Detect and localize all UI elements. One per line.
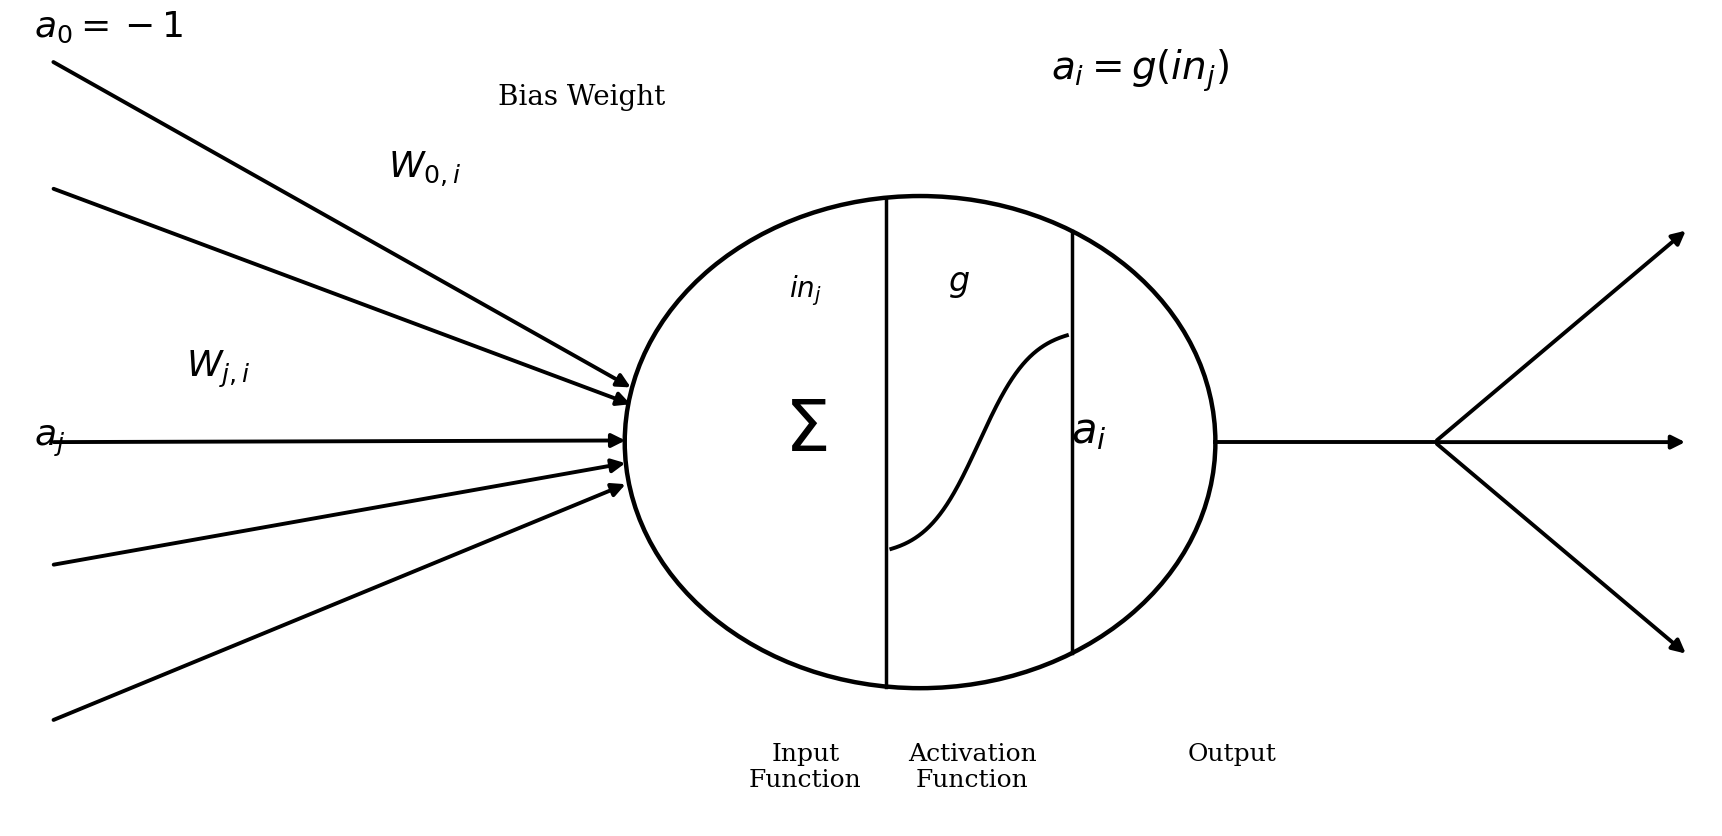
Text: Output: Output [1188, 742, 1276, 765]
Text: $W_{0,i}$: $W_{0,i}$ [389, 150, 461, 189]
Text: $g$: $g$ [947, 268, 969, 299]
Text: $a_0 = -1$: $a_0 = -1$ [34, 10, 184, 45]
Text: $a_i$: $a_i$ [1071, 410, 1107, 451]
Text: $\Sigma$: $\Sigma$ [784, 395, 827, 466]
Text: Bias Weight: Bias Weight [498, 84, 665, 111]
Text: $a_j$: $a_j$ [34, 423, 65, 458]
Text: $in_j$: $in_j$ [789, 273, 821, 308]
Text: $a_i = g(in_j)$: $a_i = g(in_j)$ [1050, 48, 1228, 94]
Text: Input
Function: Input Function [749, 742, 861, 791]
Text: Activation
Function: Activation Function [907, 742, 1037, 791]
Text: $W_{j,i}$: $W_{j,i}$ [186, 349, 251, 390]
